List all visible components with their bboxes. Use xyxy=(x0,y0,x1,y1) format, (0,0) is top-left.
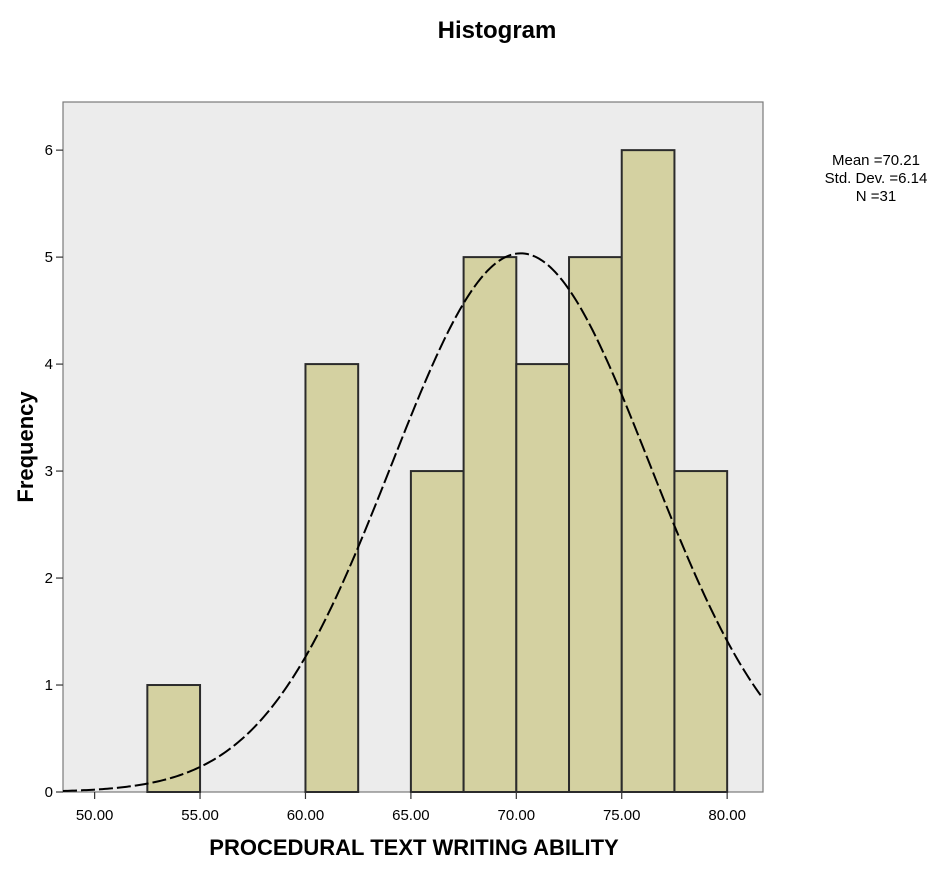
histogram-bar xyxy=(146,684,202,793)
histogram-bar xyxy=(568,256,623,793)
x-tick-label: 80.00 xyxy=(708,807,746,824)
histogram-bar xyxy=(462,256,518,793)
y-tick-label: 4 xyxy=(45,356,53,373)
y-tick-label: 1 xyxy=(45,677,53,694)
y-tick-label: 0 xyxy=(45,784,53,801)
histogram-bar xyxy=(515,363,571,793)
x-axis: 50.00 55.00 60.00 65.00 70.00 75.00 80.00 xyxy=(76,792,746,824)
bars-group xyxy=(146,149,729,794)
y-tick-label: 2 xyxy=(45,570,53,587)
stats-std-dev: Std. Dev. =6.14 xyxy=(825,170,928,187)
stats-box: Mean =70.21 Std. Dev. =6.14 N =31 xyxy=(825,152,928,205)
stats-n: N =31 xyxy=(856,188,896,205)
histogram-bar xyxy=(620,149,676,794)
histogram-bar xyxy=(409,470,465,793)
stats-mean: Mean =70.21 xyxy=(832,152,920,169)
y-tick-label: 6 xyxy=(45,142,53,159)
normal-curve xyxy=(62,252,764,792)
y-axis-title: Frequency xyxy=(13,391,38,503)
x-tick-label: 75.00 xyxy=(603,807,641,824)
x-axis-title: PROCEDURAL TEXT WRITING ABILITY xyxy=(209,835,619,860)
x-tick-label: 50.00 xyxy=(76,807,114,824)
x-tick-label: 60.00 xyxy=(287,807,325,824)
histogram-bar xyxy=(673,470,729,793)
y-tick-label: 5 xyxy=(45,249,53,266)
chart-title: Histogram xyxy=(438,17,557,44)
x-tick-label: 70.00 xyxy=(498,807,536,824)
y-axis: 0 1 2 3 4 5 6 xyxy=(45,142,63,801)
histogram-bar xyxy=(304,363,360,793)
x-tick-label: 55.00 xyxy=(181,807,219,824)
y-tick-label: 3 xyxy=(45,463,53,480)
x-tick-label: 65.00 xyxy=(392,807,430,824)
